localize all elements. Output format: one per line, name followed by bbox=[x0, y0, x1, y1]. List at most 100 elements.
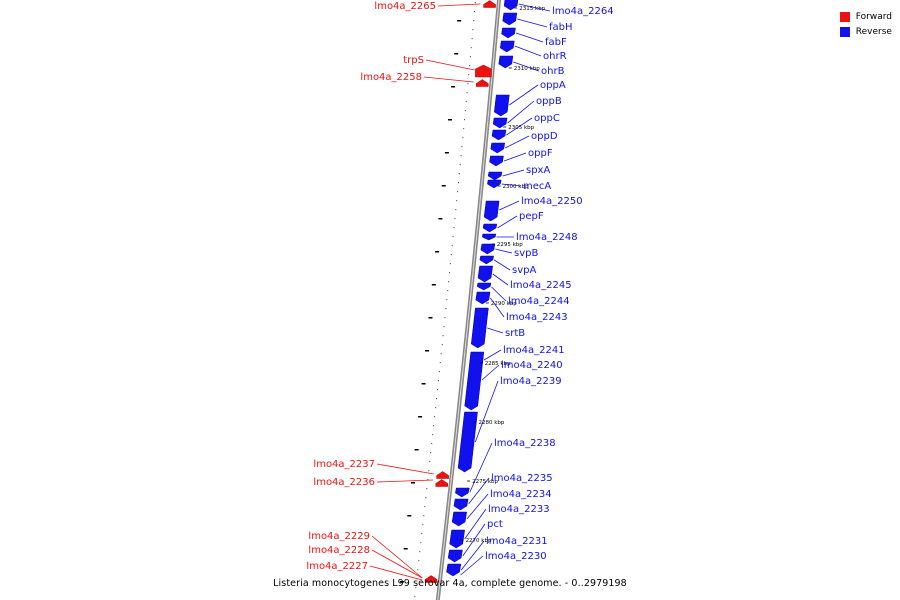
gene-label-svpA: svpA bbox=[512, 265, 536, 276]
scale-dot bbox=[424, 506, 426, 508]
gene-label-mecA: mecA bbox=[523, 181, 551, 192]
label-leader bbox=[497, 215, 518, 229]
gene-svpA bbox=[479, 255, 494, 265]
label-leader bbox=[487, 327, 504, 334]
scale-dot bbox=[437, 389, 438, 391]
label-leader bbox=[460, 540, 485, 571]
scale-dash bbox=[451, 86, 456, 88]
gene-oppF bbox=[489, 155, 504, 167]
gene-oppC bbox=[491, 129, 507, 141]
gene-label-lmo4a_2230: lmo4a_2230 bbox=[485, 551, 547, 562]
legend-forward: Forward bbox=[839, 9, 892, 24]
scale-dot bbox=[450, 254, 452, 256]
scale-dot bbox=[454, 218, 456, 220]
scale-dot bbox=[432, 434, 434, 436]
scale-dot bbox=[458, 182, 459, 184]
gene-label-lmo4a_2229: lmo4a_2229 bbox=[308, 531, 370, 542]
scale-dash bbox=[448, 119, 452, 121]
kbp-markers: 2315 kbp 2310 kbp 2305 kbp 2300 kbp 2295 kbp… bbox=[460, 6, 546, 544]
scale-dot bbox=[462, 137, 464, 139]
gene-label-lmo4a_2228: lmo4a_2228 bbox=[308, 545, 370, 556]
label-leader bbox=[515, 32, 544, 43]
gene-lmo4a_2248 bbox=[481, 233, 497, 241]
scale-dash bbox=[414, 449, 419, 451]
kbp-label: 2270 kbp bbox=[466, 538, 492, 544]
scale-dot bbox=[445, 308, 447, 310]
gene-fabF bbox=[501, 27, 516, 39]
scale-dot bbox=[474, 11, 475, 13]
scale-dot bbox=[464, 110, 466, 112]
gene-lmo4a_2230 bbox=[446, 563, 462, 577]
scale-dash bbox=[411, 482, 415, 484]
scale-dot bbox=[448, 281, 450, 283]
label-leader bbox=[509, 84, 539, 106]
gene-lmo4a_2265 bbox=[483, 0, 496, 8]
kbp-label: 2315 kbp bbox=[519, 6, 545, 12]
label-leader bbox=[506, 117, 533, 136]
gene-pepF bbox=[482, 223, 498, 233]
scale-dash bbox=[435, 251, 440, 253]
gene-label-oppA: oppA bbox=[540, 80, 566, 91]
gene-label-lmo4a_2234: lmo4a_2234 bbox=[490, 489, 552, 500]
gene-label-lmo4a_2250: lmo4a_2250 bbox=[521, 196, 583, 207]
gene-label-svpB: svpB bbox=[514, 248, 538, 259]
scale-dot bbox=[466, 92, 468, 94]
label-leader bbox=[502, 169, 525, 177]
label-leader bbox=[376, 463, 434, 475]
scale-dot bbox=[472, 29, 474, 31]
gene-lmo4a_2233 bbox=[451, 511, 467, 527]
scale-dot bbox=[449, 263, 451, 265]
label-leader bbox=[437, 3, 481, 7]
scale-dot bbox=[431, 443, 433, 445]
kbp-label: 2285 kbp bbox=[485, 361, 511, 367]
scale-dot bbox=[447, 290, 449, 292]
gene-label-oppB: oppB bbox=[536, 96, 562, 107]
scale-dot bbox=[439, 362, 441, 364]
forward-swatch bbox=[839, 11, 850, 22]
scale-dot bbox=[415, 587, 417, 589]
scale-dot bbox=[442, 335, 444, 337]
scale-dot bbox=[452, 236, 454, 238]
gene-pct bbox=[449, 529, 465, 549]
gene-label-lmo4a_2245: lmo4a_2245 bbox=[510, 280, 572, 291]
genome-backbone bbox=[435, 0, 502, 600]
scale-dot bbox=[468, 74, 470, 76]
backbone-highlight bbox=[437, 0, 500, 600]
scale-dash bbox=[407, 515, 412, 517]
gene-oppD bbox=[490, 142, 506, 154]
gene-fabH bbox=[502, 12, 518, 26]
gene-labels: lmo4a_2264 fabH fabF ohrR ohrB oppA oppB oppC op… bbox=[306, 1, 614, 581]
gene-label-fabH: fabH bbox=[549, 22, 573, 33]
gene-features bbox=[424, 0, 519, 583]
legend: Forward Reverse bbox=[839, 9, 892, 39]
reverse-swatch bbox=[839, 26, 850, 37]
scale-dash bbox=[418, 416, 423, 418]
label-leader bbox=[513, 61, 540, 72]
scale-dash bbox=[438, 218, 443, 220]
scale-dot bbox=[461, 146, 463, 148]
label-leader bbox=[492, 273, 509, 286]
scale-dot bbox=[467, 83, 469, 85]
scale-dot bbox=[474, 2, 476, 4]
kbp-label: 2275 kbp bbox=[472, 479, 498, 485]
scale-dot bbox=[469, 56, 471, 58]
kbp-label: 2300 kbp bbox=[503, 184, 529, 190]
gene-ohrR bbox=[499, 40, 515, 53]
label-leader bbox=[464, 508, 487, 540]
label-leader bbox=[371, 549, 423, 579]
gene-oppB bbox=[492, 117, 508, 129]
gene-label-lmo4a_2239: lmo4a_2239 bbox=[500, 376, 562, 387]
scale-dot bbox=[464, 119, 465, 121]
gene-label-lmo4a_2231: lmo4a_2231 bbox=[486, 536, 548, 547]
gene-lmo4a_2229 bbox=[424, 575, 438, 583]
scale-dot bbox=[465, 101, 467, 103]
gene-spxA bbox=[487, 171, 503, 181]
label-leader bbox=[369, 565, 423, 581]
gene-oppA bbox=[494, 94, 510, 117]
gene-label-lmo4a_2265: lmo4a_2265 bbox=[374, 1, 436, 12]
scale-dot bbox=[470, 47, 472, 49]
gene-lmo4a_2236 bbox=[435, 479, 449, 487]
gene-label-ohrB: ohrB bbox=[541, 66, 565, 77]
kbp-label: 2305 kbp bbox=[508, 125, 534, 131]
